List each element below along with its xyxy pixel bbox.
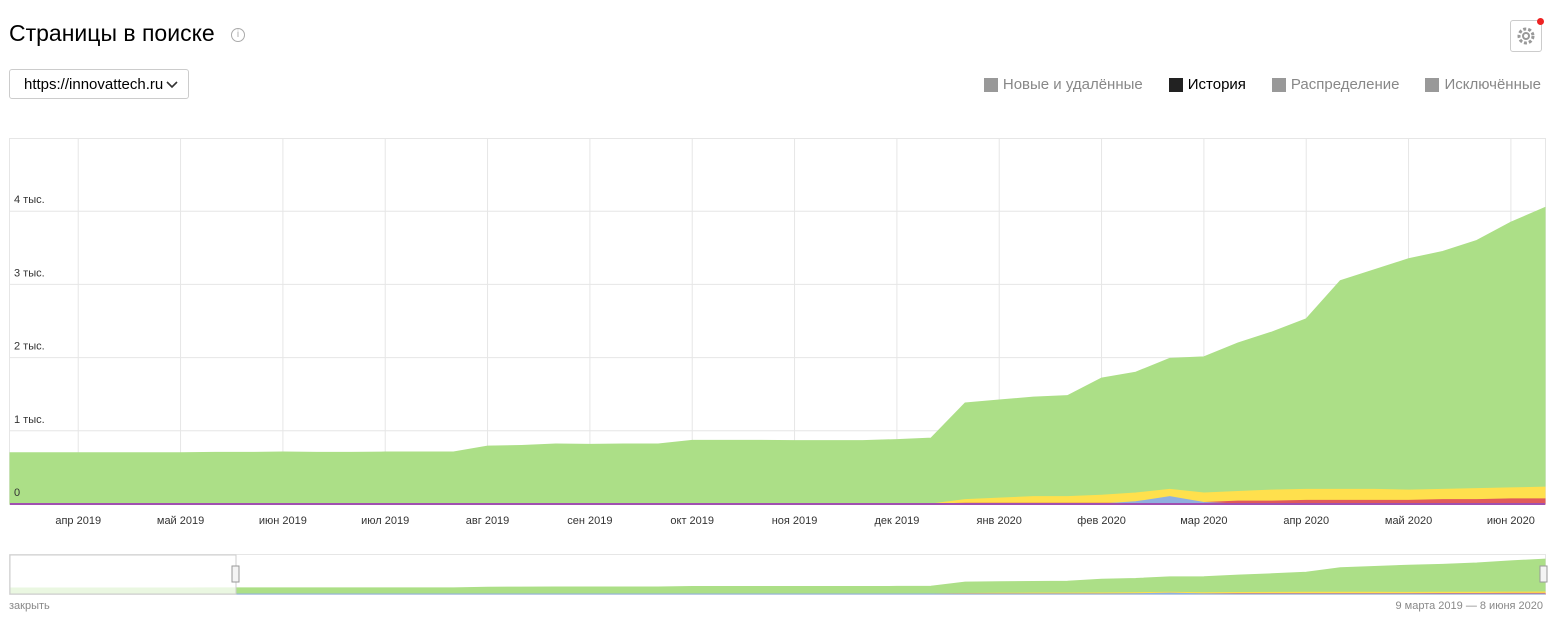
tab-label: Исключённые	[1444, 76, 1541, 93]
x-tick-label: июл 2019	[361, 515, 409, 527]
navigator-area	[9, 558, 1546, 595]
site-name: https://innovattech.ru	[24, 76, 164, 93]
tab-icon	[1271, 77, 1286, 92]
x-tick-label: мар 2020	[1180, 515, 1227, 527]
x-tick-label: ноя 2019	[772, 515, 818, 527]
date-range: 9 марта 2019 — 8 июня 2020	[1395, 600, 1543, 612]
tab-label: История	[1187, 76, 1246, 93]
x-tick-label: фев 2020	[1077, 515, 1126, 527]
info-icon[interactable]: i	[231, 28, 245, 42]
y-tick-label: 1 тыс.	[14, 414, 45, 426]
x-tick-label: дек 2019	[874, 515, 919, 527]
y-tick-label: 4 тыс.	[14, 194, 45, 206]
tab[interactable]: Новые и удалённые	[983, 76, 1143, 93]
y-tick-label: 3 тыс.	[14, 267, 45, 279]
x-tick-label: июн 2020	[1487, 515, 1535, 527]
tab-icon	[1425, 77, 1440, 92]
x-tick-label: окт 2019	[670, 515, 714, 527]
x-tick-label: июн 2019	[259, 515, 307, 527]
tab-icon	[983, 77, 998, 92]
x-tick-label: янв 2020	[977, 515, 1022, 527]
x-tick-label: май 2019	[157, 515, 204, 527]
close-link[interactable]: закрыть	[9, 600, 50, 612]
tab-label: Распределение	[1290, 76, 1400, 93]
navigator-handle[interactable]	[1539, 565, 1548, 583]
navigator-handle[interactable]	[231, 565, 240, 583]
y-tick-label: 0	[14, 487, 20, 499]
x-tick-label: сен 2019	[567, 515, 612, 527]
tab-icon	[1168, 77, 1183, 92]
tab[interactable]: Исключённые	[1425, 76, 1541, 93]
gear-icon	[1517, 27, 1535, 45]
page-title: Страницы в поиске	[9, 20, 215, 46]
x-tick-label: авг 2019	[466, 515, 510, 527]
navigator-area	[10, 592, 1545, 595]
navigator-selection[interactable]	[9, 554, 237, 595]
x-tick-label: май 2020	[1385, 515, 1432, 527]
tab[interactable]: Распределение	[1271, 76, 1400, 93]
tab[interactable]: История	[1168, 76, 1246, 93]
x-tick-label: апр 2020	[1283, 515, 1329, 527]
site-select[interactable]: https://innovattech.ru	[9, 69, 189, 99]
tabs: Новые и удалённые История Распределение Иск…	[983, 76, 1541, 93]
area	[9, 206, 1546, 505]
tab-label: Новые и удалённые	[1002, 76, 1143, 93]
chevron	[166, 81, 178, 89]
settings-button[interactable]	[1510, 18, 1544, 52]
y-tick-label: 2 тыс.	[14, 341, 45, 353]
notification-dot	[1537, 18, 1544, 25]
x-tick-label: апр 2019	[55, 515, 101, 527]
